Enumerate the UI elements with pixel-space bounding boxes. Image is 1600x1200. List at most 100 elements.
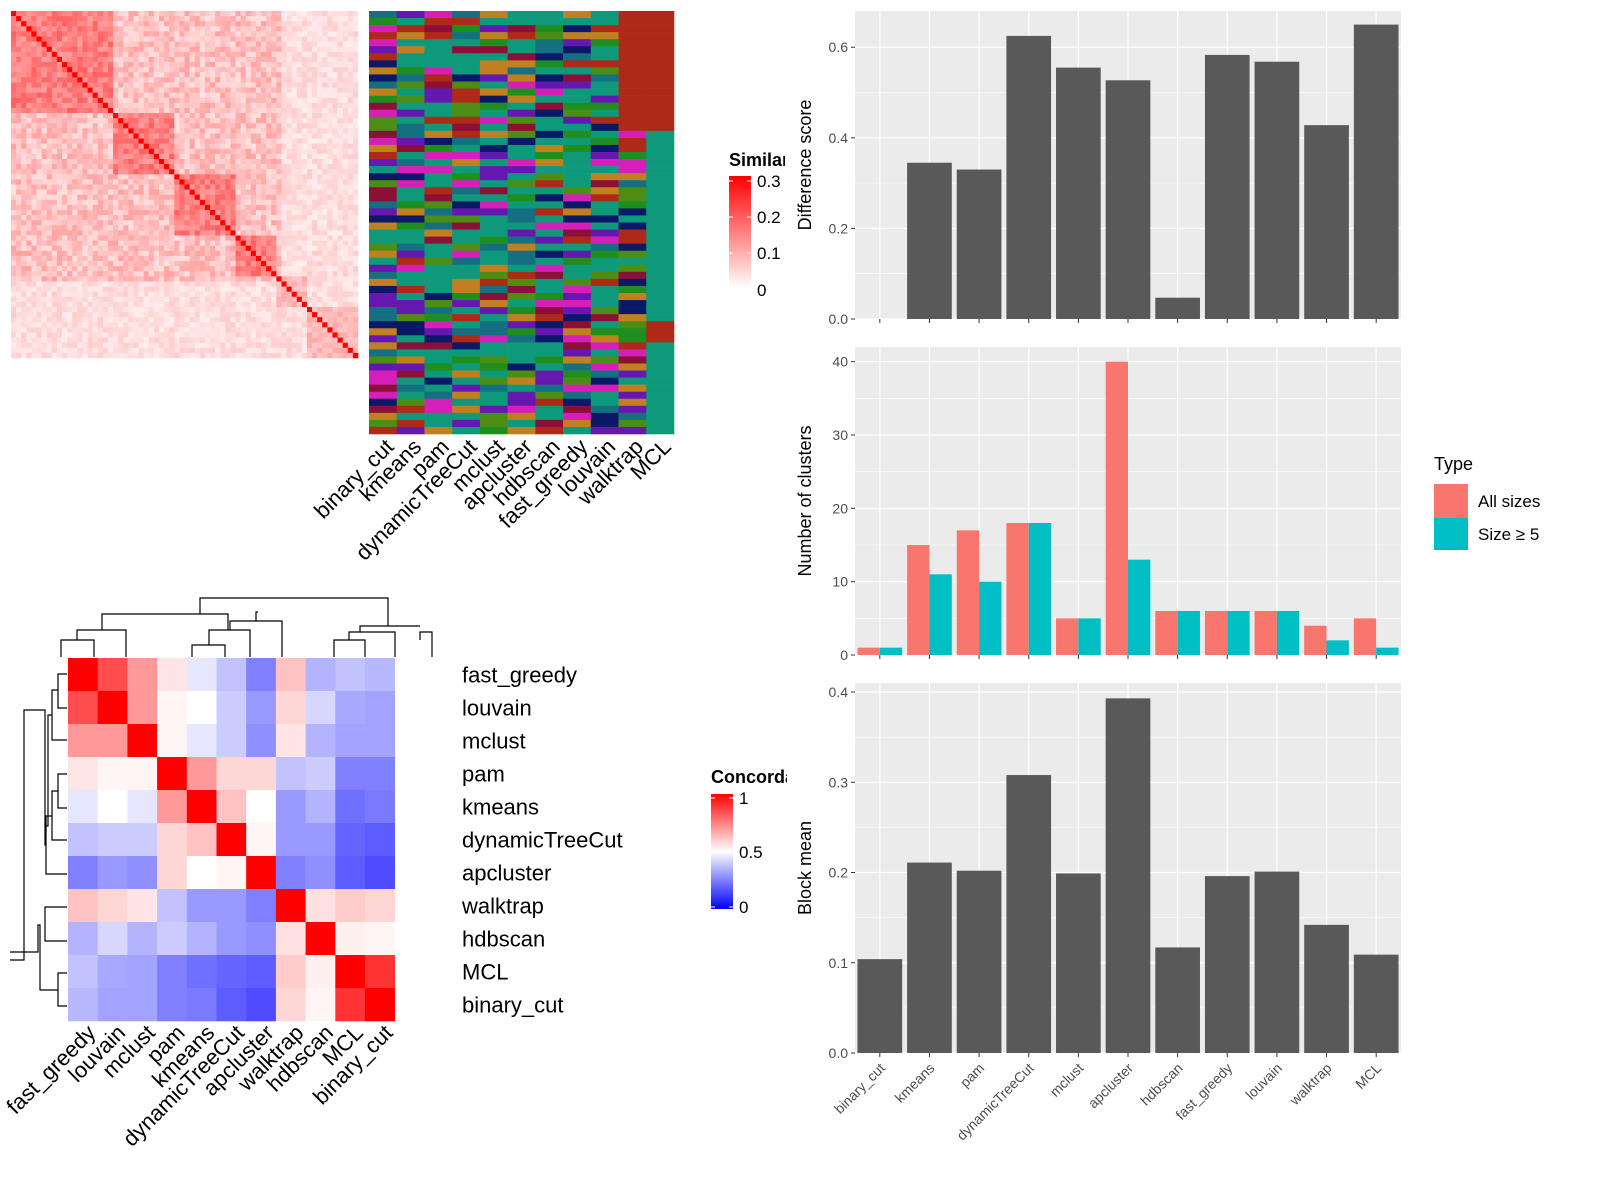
similarity-cell: [291, 235, 298, 241]
similarity-cell: [123, 26, 129, 32]
similarity-cell: [327, 235, 333, 241]
similarity-cell: [342, 16, 349, 22]
similarity-cell: [317, 220, 323, 226]
similarity-cell: [82, 266, 88, 272]
similarity-cell: [26, 72, 32, 78]
similarity-cell: [174, 337, 180, 343]
similarity-cell: [77, 194, 83, 201]
similarity-cell: [271, 194, 277, 201]
similarity-cell: [312, 332, 318, 338]
similarity-cell: [77, 199, 83, 206]
similarity-cell: [306, 67, 313, 73]
similarity-cell: [113, 41, 119, 48]
similarity-cell: [107, 72, 114, 78]
cluster-cell: [396, 391, 425, 400]
similarity-cell: [107, 317, 114, 323]
similarity-cell: [296, 296, 303, 303]
similarity-cell: [261, 87, 267, 93]
similarity-cell: [123, 97, 129, 104]
similarity-cell: [184, 92, 190, 99]
similarity-cell: [169, 337, 175, 343]
similarity-cell: [143, 281, 150, 287]
similarity-cell: [113, 118, 119, 124]
similarity-cell: [250, 56, 257, 63]
similarity-cell: [312, 11, 318, 17]
similarity-cell: [322, 102, 328, 109]
similarity-cell: [255, 31, 262, 37]
similarity-cell: [347, 174, 354, 180]
similarity-cell: [128, 194, 134, 201]
similarity-cell: [347, 337, 354, 343]
similarity-cell: [271, 317, 277, 323]
similarity-cell: [51, 118, 58, 124]
similarity-cell: [342, 235, 349, 241]
similarity-cell: [36, 21, 42, 27]
cluster-cell: [452, 236, 481, 244]
similarity-cell: [235, 169, 241, 175]
similarity-cell: [133, 118, 139, 124]
similarity-cell: [77, 133, 83, 139]
similarity-cell: [87, 118, 93, 124]
similarity-cell: [21, 41, 27, 48]
similarity-cell: [21, 123, 27, 129]
similarity-cell: [41, 220, 48, 226]
similarity-cell: [169, 255, 175, 262]
similarity-cell: [235, 143, 241, 150]
similarity-cell: [107, 194, 114, 201]
similarity-cell: [36, 245, 42, 252]
cluster-cell: [369, 300, 398, 308]
cluster-cell: [479, 335, 508, 343]
cluster-cell: [479, 194, 508, 202]
similarity-cell: [31, 347, 37, 354]
similarity-cell: [347, 143, 354, 150]
similarity-cell: [245, 51, 252, 58]
similarity-cell: [138, 21, 144, 27]
similarity-cell: [113, 56, 119, 63]
similarity-cell: [230, 67, 236, 73]
similarity-cell: [92, 138, 99, 144]
similarity-cell: [352, 51, 359, 58]
similarity-cell: [301, 143, 308, 150]
similarity-cell: [179, 138, 185, 144]
cluster-cell: [452, 307, 481, 315]
similarity-cell: [245, 327, 252, 333]
similarity-cell: [352, 169, 359, 175]
similarity-cell: [87, 82, 93, 88]
similarity-cell: [77, 82, 83, 88]
similarity-cell: [77, 77, 83, 83]
similarity-cell: [113, 143, 119, 150]
similarity-cell: [327, 113, 333, 119]
similarity-cell: [41, 102, 48, 109]
cluster-cell: [424, 137, 453, 146]
similarity-cell: [62, 255, 68, 262]
similarity-cell: [11, 245, 17, 252]
similarity-cell: [332, 230, 338, 236]
similarity-cell: [174, 266, 180, 272]
similarity-cell: [107, 128, 114, 134]
similarity-cell: [342, 46, 349, 53]
similarity-cell: [164, 46, 170, 53]
similarity-cell: [342, 148, 349, 155]
similarity-cell: [36, 184, 42, 190]
similarity-cell: [87, 67, 93, 73]
similarity-cell: [31, 189, 37, 196]
similarity-cell: [113, 230, 119, 236]
similarity-cell: [210, 301, 216, 308]
similarity-cell: [255, 77, 262, 83]
similarity-cell: [16, 143, 22, 150]
similarity-cell: [255, 332, 262, 338]
similarity-cell: [317, 153, 323, 160]
cluster-cell: [369, 130, 398, 139]
similarity-cell: [250, 148, 257, 155]
similarity-cell: [118, 291, 124, 298]
similarity-cell: [82, 11, 88, 17]
similarity-cell: [194, 164, 201, 170]
cluster-cell: [396, 173, 425, 181]
similarity-cell: [210, 235, 216, 241]
cluster-cell: [535, 39, 564, 47]
similarity-cell: [322, 179, 328, 185]
similarity-cell: [296, 56, 303, 63]
similarity-cell: [276, 123, 282, 129]
similarity-cell: [56, 250, 63, 257]
similarity-cell: [240, 204, 247, 211]
